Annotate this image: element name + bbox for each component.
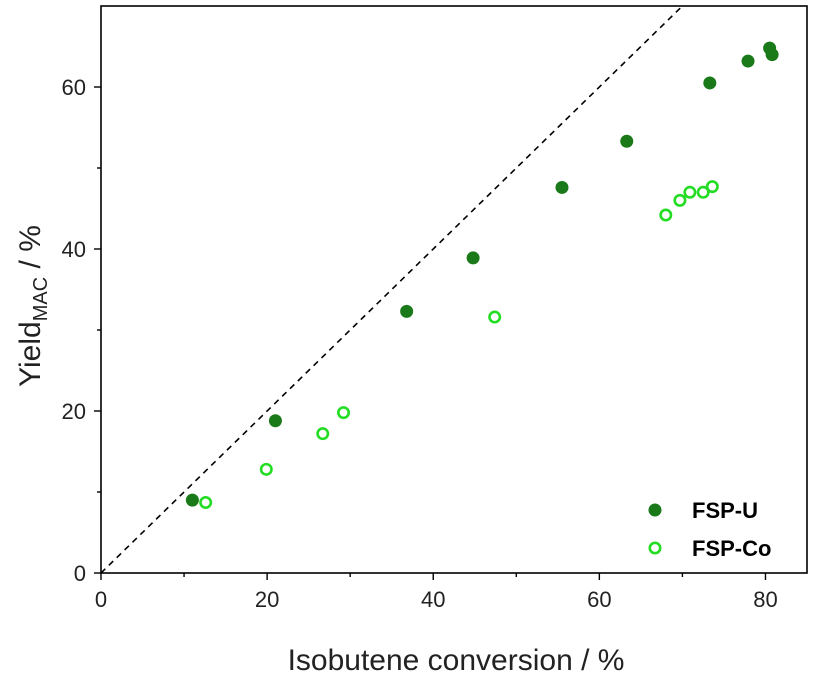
x-tick-label: 40 (421, 587, 445, 612)
x-tick-label: 80 (753, 587, 777, 612)
y-tick-label: 20 (62, 399, 86, 424)
legend-label: FSP-Co (692, 536, 771, 561)
x-tick-label: 60 (587, 587, 611, 612)
reference-line-layer (101, 6, 683, 573)
legend-marker (648, 503, 662, 517)
plot-border (100, 5, 808, 574)
data-point (400, 304, 414, 318)
series-1 (199, 180, 719, 510)
data-point (673, 193, 687, 207)
data-point (696, 185, 710, 199)
data-point (268, 414, 282, 428)
reference-line (101, 6, 683, 573)
series-0 (185, 41, 779, 507)
data-point (488, 310, 502, 324)
x-tick-label: 20 (255, 587, 279, 612)
data-point (199, 496, 213, 510)
y-tick-label: 40 (62, 237, 86, 262)
data-point (337, 406, 351, 420)
data-point (466, 251, 480, 265)
y-axis-title-sub: MAC (30, 277, 52, 321)
y-tick-label: 0 (74, 561, 86, 586)
data-point (765, 48, 779, 62)
data-point (620, 134, 634, 148)
y-axis-title-suffix: / % (14, 225, 47, 277)
data-point (703, 76, 717, 90)
ticks-layer: 0 20 40 60 80 0 20 40 60 (62, 75, 778, 612)
data-point (185, 493, 199, 507)
data-point (659, 208, 673, 222)
data-point (555, 180, 569, 194)
legend: FSP-U FSP-Co (648, 498, 771, 561)
data-point (316, 427, 330, 441)
plot-frame (100, 5, 808, 574)
data-point (741, 54, 755, 68)
y-tick-label: 60 (62, 75, 86, 100)
data-point (259, 462, 273, 476)
points-layer (185, 41, 779, 510)
data-point (683, 185, 697, 199)
y-axis-title-main: Yield (14, 321, 47, 387)
x-axis-title: Isobutene conversion / % (288, 644, 625, 675)
legend-label: FSP-U (692, 498, 758, 523)
x-tick-label: 0 (95, 587, 107, 612)
y-axis-title: YieldMAC / % (14, 225, 52, 387)
data-point (705, 180, 719, 194)
legend-marker (648, 541, 662, 555)
